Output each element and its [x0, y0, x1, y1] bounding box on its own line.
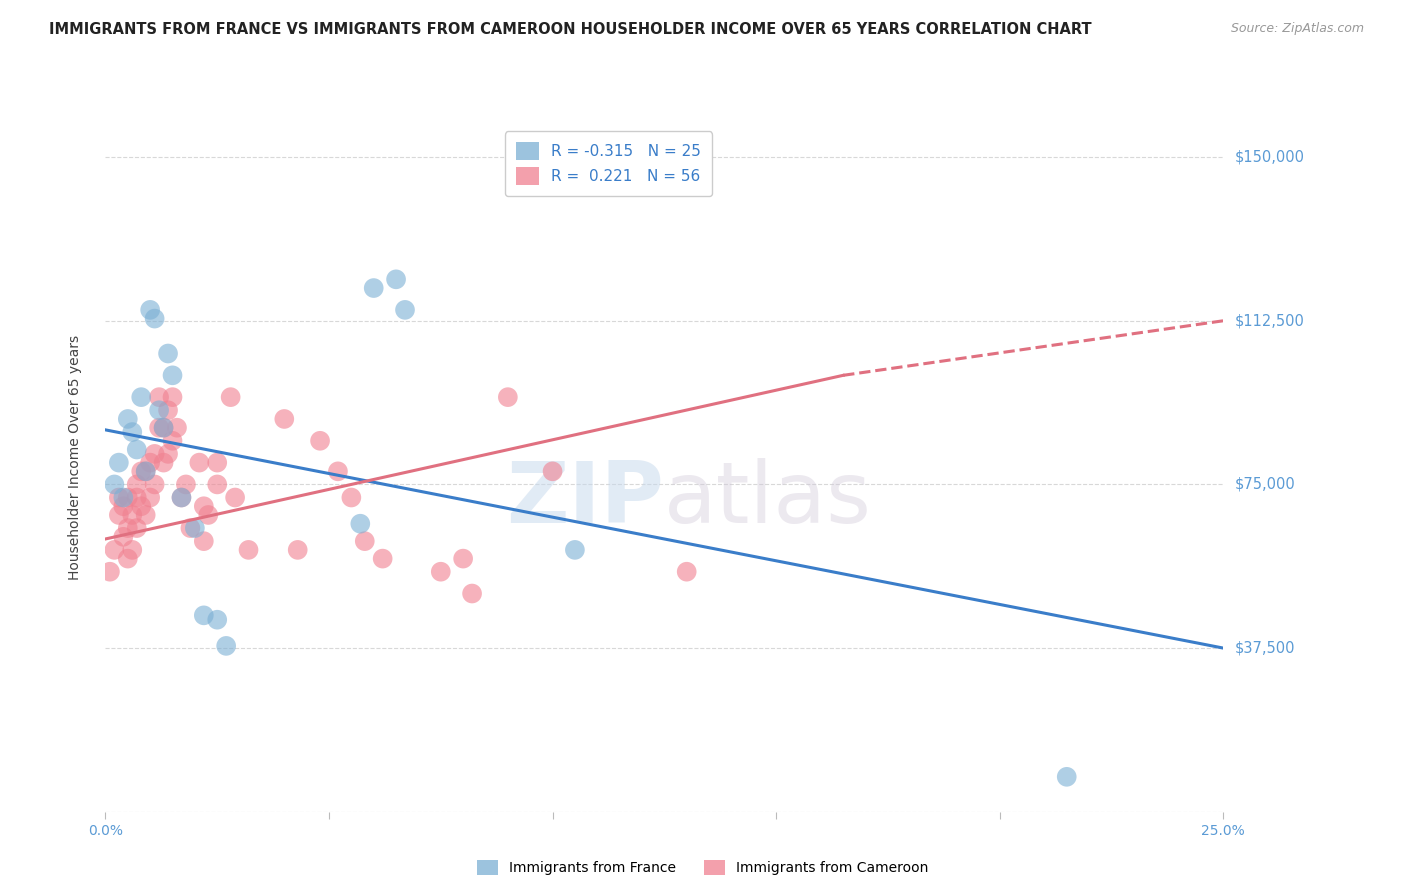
Point	[461, 586, 484, 600]
Point	[117, 521, 139, 535]
Point	[353, 534, 375, 549]
Point	[157, 346, 180, 360]
Point	[108, 491, 131, 505]
Text: atlas: atlas	[665, 458, 872, 541]
Legend: R = -0.315   N = 25, R =  0.221   N = 56: R = -0.315 N = 25, R = 0.221 N = 56	[505, 131, 711, 196]
Point	[148, 403, 170, 417]
Point	[205, 477, 228, 491]
Point	[129, 390, 152, 404]
Point	[103, 542, 125, 557]
Point	[287, 542, 309, 557]
Point	[125, 442, 148, 457]
Point	[108, 456, 131, 470]
Point	[139, 491, 162, 505]
Point	[219, 390, 242, 404]
Point	[179, 521, 201, 535]
Y-axis label: Householder Income Over 65 years: Householder Income Over 65 years	[67, 334, 82, 580]
Point	[371, 551, 394, 566]
Point	[162, 390, 184, 404]
Point	[98, 565, 121, 579]
Point	[108, 508, 131, 522]
Point	[197, 508, 219, 522]
Point	[125, 491, 148, 505]
Point	[129, 500, 152, 514]
Point	[152, 420, 174, 434]
Point	[385, 272, 408, 286]
Point	[117, 491, 139, 505]
Point	[326, 464, 349, 478]
Point	[121, 508, 143, 522]
Point	[121, 542, 143, 557]
Point	[309, 434, 332, 448]
Text: Source: ZipAtlas.com: Source: ZipAtlas.com	[1230, 22, 1364, 36]
Point	[103, 477, 125, 491]
Point	[117, 551, 139, 566]
Point	[135, 464, 157, 478]
Point	[148, 420, 170, 434]
Point	[162, 368, 184, 383]
Text: $112,500: $112,500	[1234, 313, 1305, 328]
Point	[215, 639, 238, 653]
Point	[496, 390, 519, 404]
Point	[564, 542, 586, 557]
Point	[1056, 770, 1078, 784]
Point	[162, 434, 184, 448]
Text: $37,500: $37,500	[1234, 640, 1295, 656]
Point	[184, 521, 207, 535]
Point	[135, 508, 157, 522]
Point	[112, 530, 135, 544]
Point	[152, 456, 174, 470]
Point	[170, 491, 193, 505]
Point	[129, 464, 152, 478]
Point	[430, 565, 453, 579]
Text: IMMIGRANTS FROM FRANCE VS IMMIGRANTS FROM CAMEROON HOUSEHOLDER INCOME OVER 65 YE: IMMIGRANTS FROM FRANCE VS IMMIGRANTS FRO…	[49, 22, 1092, 37]
Point	[170, 491, 193, 505]
Point	[205, 613, 228, 627]
Point	[340, 491, 363, 505]
Point	[157, 447, 180, 461]
Point	[349, 516, 371, 531]
Point	[363, 281, 385, 295]
Point	[112, 500, 135, 514]
Point	[143, 311, 166, 326]
Point	[193, 500, 215, 514]
Point	[166, 420, 188, 434]
Point	[205, 456, 228, 470]
Point	[148, 390, 170, 404]
Point	[541, 464, 564, 478]
Point	[193, 608, 215, 623]
Point	[125, 521, 148, 535]
Point	[143, 447, 166, 461]
Point	[174, 477, 197, 491]
Point	[238, 542, 260, 557]
Text: $150,000: $150,000	[1234, 150, 1305, 165]
Point	[125, 477, 148, 491]
Point	[143, 477, 166, 491]
Point	[224, 491, 246, 505]
Point	[121, 425, 143, 439]
Point	[139, 302, 162, 317]
Point	[193, 534, 215, 549]
Point	[135, 464, 157, 478]
Point	[117, 412, 139, 426]
Point	[157, 403, 180, 417]
Point	[451, 551, 474, 566]
Point	[188, 456, 211, 470]
Legend: Immigrants from France, Immigrants from Cameroon: Immigrants from France, Immigrants from …	[472, 855, 934, 880]
Point	[675, 565, 697, 579]
Text: ZIP: ZIP	[506, 458, 665, 541]
Point	[273, 412, 295, 426]
Point	[112, 491, 135, 505]
Point	[152, 420, 174, 434]
Text: $75,000: $75,000	[1234, 477, 1295, 491]
Point	[139, 456, 162, 470]
Point	[394, 302, 416, 317]
